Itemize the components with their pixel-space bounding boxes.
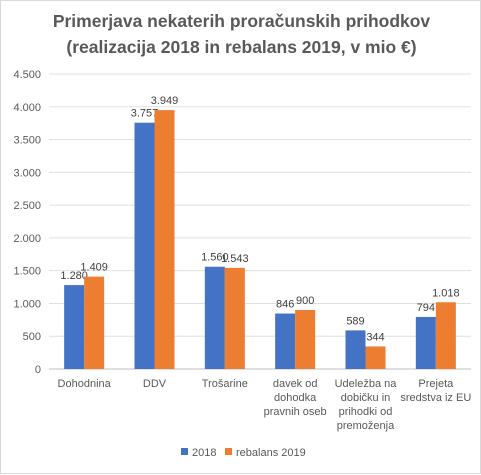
bar-series-1	[275, 313, 296, 369]
y-tick-label: 1.500	[13, 266, 41, 278]
bar-series-2	[224, 267, 245, 369]
legend-swatch	[225, 448, 232, 455]
bar-series-2	[365, 346, 386, 369]
bar-series-1	[134, 122, 155, 369]
bar-series-1	[64, 285, 85, 369]
bar-series-1	[415, 316, 436, 369]
x-tick-label: dohodka	[274, 392, 317, 404]
data-label: 3.949	[151, 95, 179, 107]
x-tick-label: premoženja	[337, 420, 395, 432]
x-tick-label: Dohodnina	[58, 378, 112, 390]
x-tick-label: Prejeta	[418, 378, 454, 390]
legend-label: 2018	[192, 447, 216, 459]
data-label: 1.560	[201, 252, 229, 264]
y-tick-label: 3.000	[13, 167, 41, 179]
data-label: 589	[346, 315, 364, 327]
bar-series-1	[345, 330, 366, 369]
legend-swatch	[181, 448, 188, 455]
y-tick-label: 2.000	[13, 233, 41, 245]
chart-title-line-2: (realizacija 2018 in rebalans 2019, v mi…	[66, 37, 417, 57]
data-label: 794	[417, 302, 435, 314]
x-tick-label: prihodki od	[339, 406, 393, 418]
y-tick-label: 1.000	[13, 298, 41, 310]
bar-series-1	[204, 266, 225, 369]
legend-label: rebalans 2019	[236, 447, 306, 459]
x-tick-label: DDV	[143, 378, 167, 390]
x-tick-label: Trošarine	[202, 378, 248, 390]
x-tick-label: dobičku in	[341, 392, 391, 404]
y-tick-label: 3.500	[13, 135, 41, 147]
y-tick-label: 500	[23, 331, 41, 343]
data-label: 1.280	[60, 270, 88, 282]
x-tick-label: Udeležba na	[335, 378, 398, 390]
data-label: 900	[296, 295, 314, 307]
x-tick-label: pravnih oseb	[264, 406, 327, 418]
chart-title-line-1: Primerjava nekaterih proračunskih prihod…	[52, 11, 431, 31]
y-tick-label: 4.000	[13, 102, 41, 114]
bar-series-2	[295, 310, 316, 369]
data-label: 344	[366, 331, 384, 343]
y-tick-label: 0	[35, 364, 41, 376]
data-label: 1.409	[80, 262, 108, 274]
data-label: 846	[276, 299, 294, 311]
data-label: 1.018	[432, 287, 460, 299]
bar-series-2	[84, 276, 105, 369]
data-label: 1.543	[221, 253, 249, 265]
x-tick-label: sredstva iz EU	[400, 392, 471, 404]
bar-series-2	[154, 110, 175, 370]
x-tick-label: davek od	[273, 378, 318, 390]
bar-series-2	[435, 302, 456, 369]
y-tick-label: 4.500	[13, 69, 41, 81]
data-label: 3.757	[131, 108, 159, 120]
y-tick-label: 2.500	[13, 200, 41, 212]
